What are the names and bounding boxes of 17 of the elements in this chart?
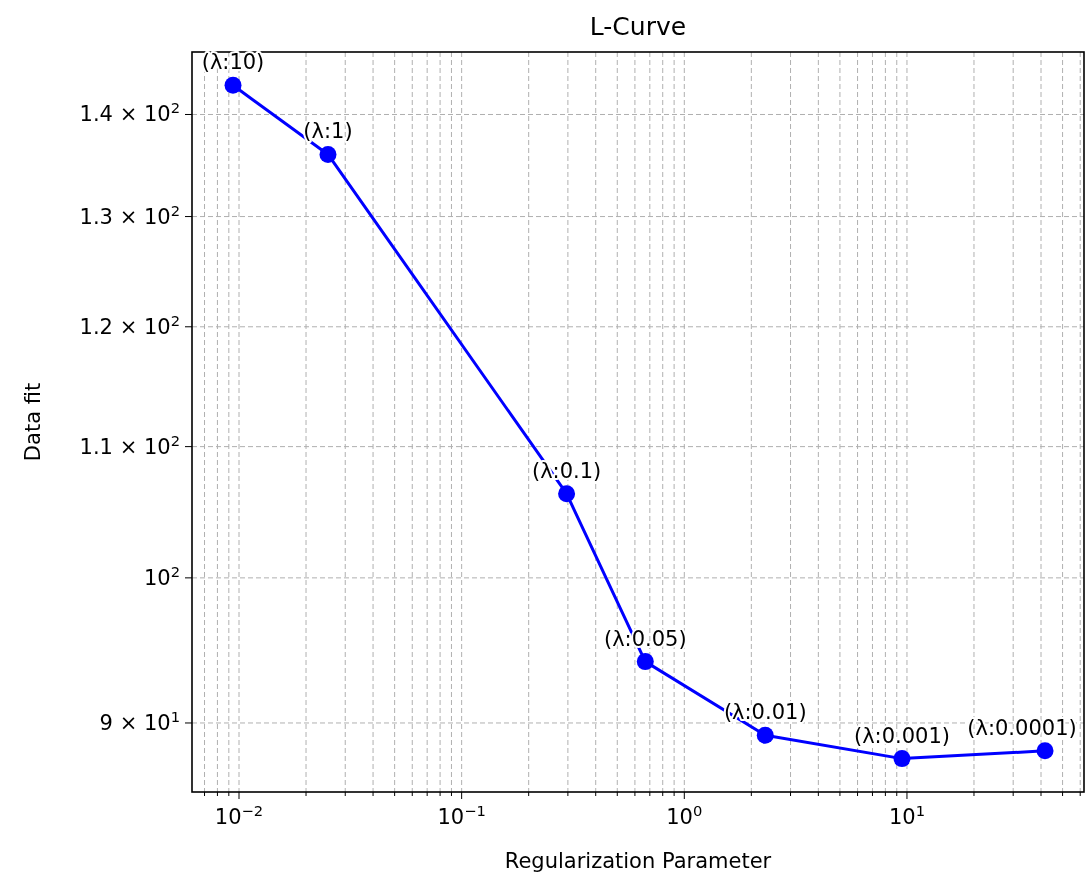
annotation: (λ:0.001) <box>853 723 950 748</box>
x-tick-label: 10$^{0}$ <box>666 801 703 829</box>
y-tick-label: 10$^{2}$ <box>143 562 180 590</box>
annotation: (λ:1) <box>303 119 353 144</box>
y-tick-label: 1.3 × 10$^{2}$ <box>79 201 180 229</box>
y-tick-label: 1.1 × 10$^{2}$ <box>79 431 180 459</box>
y-tick-label: 1.2 × 10$^{2}$ <box>79 311 180 339</box>
x-axis-title: Regularization Parameter <box>504 849 772 873</box>
annotation: (λ:10) <box>201 50 265 75</box>
x-tick-label: 10$^{−2}$ <box>214 801 264 829</box>
x-tick-label: 10$^{1}$ <box>888 801 925 829</box>
y-tick-label: 1.4 × 10$^{2}$ <box>79 99 180 127</box>
y-tick-label: 9 × 10$^{1}$ <box>99 707 180 735</box>
y-axis-title: Data fit <box>21 382 45 462</box>
x-tick-label: 10$^{−1}$ <box>437 801 486 829</box>
annotation: (λ:0.0001) <box>967 715 1077 740</box>
chart-title: L-Curve <box>589 12 687 41</box>
